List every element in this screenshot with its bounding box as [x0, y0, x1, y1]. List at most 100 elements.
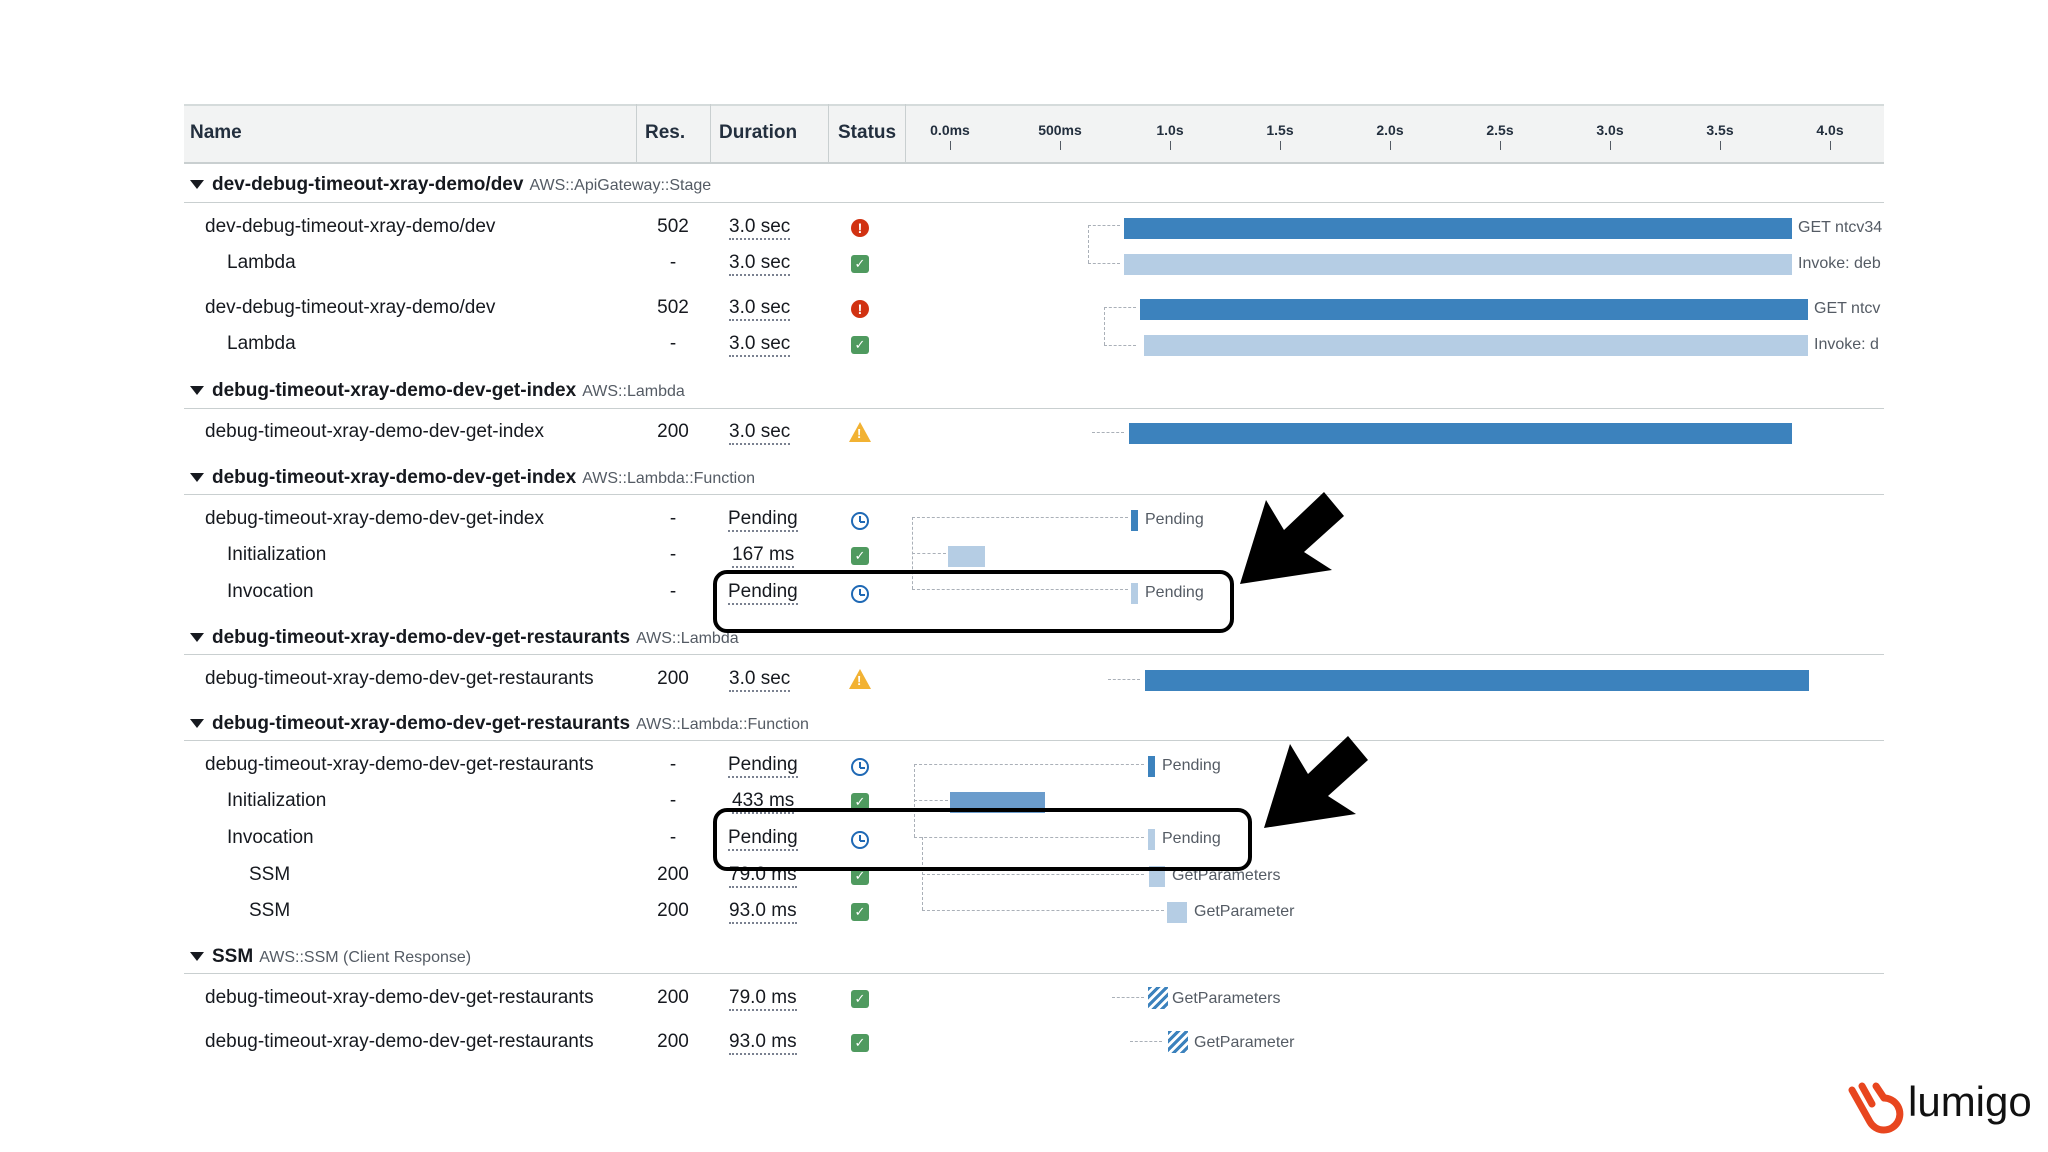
- trace-segment-bar[interactable]: [1148, 756, 1155, 777]
- clock-icon: [851, 758, 869, 776]
- section-separator: [184, 408, 1884, 409]
- section-header[interactable]: debug-timeout-xray-demo-dev-get-index AWS…: [190, 380, 685, 402]
- trace-row-duration[interactable]: 3.0 sec: [729, 421, 791, 445]
- check-icon: ✓: [851, 336, 869, 354]
- trace-row-response-code: -: [669, 544, 677, 565]
- trace-row-name[interactable]: Initialization: [227, 790, 327, 811]
- trace-row-duration[interactable]: Pending: [728, 754, 798, 778]
- trace-row-name[interactable]: Initialization: [227, 544, 327, 565]
- section-header[interactable]: debug-timeout-xray-demo-dev-get-restaura…: [190, 713, 809, 735]
- trace-segment-label: GetParameter: [1194, 903, 1295, 920]
- trace-row-response-code: -: [669, 790, 677, 811]
- trace-segment-bar[interactable]: [1148, 829, 1155, 850]
- collapse-caret-icon[interactable]: [190, 952, 204, 962]
- trace-row-name[interactable]: debug-timeout-xray-demo-dev-get-restaura…: [205, 668, 594, 689]
- check-icon: ✓: [851, 867, 869, 885]
- highlight-box: [713, 808, 1252, 871]
- connector-line: [922, 874, 1144, 875]
- clock-icon: [851, 831, 869, 849]
- section-name: debug-timeout-xray-demo-dev-get-restaura…: [212, 713, 631, 734]
- trace-row-name[interactable]: Invocation: [227, 581, 314, 602]
- timeline-header: [184, 104, 1884, 164]
- connector-line: [922, 910, 1164, 911]
- column-duration-header[interactable]: Duration: [719, 122, 798, 143]
- trace-segment-bar[interactable]: [1129, 423, 1792, 444]
- warning-icon: [849, 422, 871, 442]
- trace-row-duration[interactable]: 93.0 ms: [729, 1031, 797, 1055]
- timeline-tick-mark: [1390, 141, 1391, 150]
- collapse-caret-icon[interactable]: [190, 719, 204, 729]
- timeline-tick-label: 0.0ms: [930, 122, 970, 138]
- trace-row-duration[interactable]: 93.0 ms: [729, 900, 797, 924]
- collapse-caret-icon[interactable]: [190, 386, 204, 396]
- collapse-caret-icon[interactable]: [190, 633, 204, 643]
- client-response-segment[interactable]: [1148, 987, 1168, 1009]
- trace-row-duration[interactable]: 167 ms: [732, 544, 795, 568]
- trace-row-duration[interactable]: 3.0 sec: [729, 297, 791, 321]
- warning-mark: !: [857, 673, 862, 688]
- trace-row-response-code: 200: [657, 987, 689, 1008]
- trace-segment-bar[interactable]: [1124, 218, 1792, 239]
- connector-line: [912, 589, 1128, 590]
- trace-segment-bar[interactable]: [1140, 299, 1808, 320]
- trace-row-response-code: -: [669, 333, 677, 354]
- trace-row-duration[interactable]: Pending: [728, 827, 798, 851]
- section-header[interactable]: debug-timeout-xray-demo-dev-get-restaura…: [190, 627, 739, 649]
- collapse-caret-icon[interactable]: [190, 473, 204, 483]
- section-header[interactable]: debug-timeout-xray-demo-dev-get-index AWS…: [190, 467, 755, 489]
- trace-row-duration[interactable]: 79.0 ms: [729, 987, 797, 1011]
- clock-icon: [851, 585, 869, 603]
- trace-segment-bar[interactable]: [1149, 866, 1165, 887]
- connector-line: [1108, 679, 1140, 680]
- timeline-tick-mark: [1830, 141, 1831, 150]
- trace-row-name[interactable]: Invocation: [227, 827, 314, 848]
- warning-icon: [849, 669, 871, 689]
- trace-row-duration[interactable]: 433 ms: [732, 790, 795, 814]
- section-type: AWS::Lambda::Function: [636, 716, 809, 733]
- connector-line: [1104, 307, 1136, 308]
- pointer-arrow-icon: [1264, 736, 1368, 828]
- trace-row-name[interactable]: SSM: [249, 864, 291, 885]
- trace-segment-bar[interactable]: [1144, 335, 1808, 356]
- trace-row-name[interactable]: SSM: [249, 900, 291, 921]
- trace-row-name[interactable]: debug-timeout-xray-demo-dev-get-restaura…: [205, 987, 594, 1008]
- trace-row-name[interactable]: Lambda: [227, 252, 296, 273]
- section-name: SSM: [212, 946, 254, 967]
- timeline-tick-mark: [1170, 141, 1171, 150]
- trace-segment-bar[interactable]: [1131, 583, 1138, 604]
- header-divider: [636, 104, 637, 162]
- trace-row-name[interactable]: debug-timeout-xray-demo-dev-get-index: [205, 508, 544, 529]
- section-header[interactable]: SSM AWS::SSM (Client Response): [190, 946, 471, 968]
- trace-segment-bar[interactable]: [1131, 510, 1138, 531]
- column-res-header[interactable]: Res.: [645, 122, 686, 143]
- trace-row-response-code: 200: [657, 900, 689, 921]
- timeline-tick-mark: [950, 141, 951, 150]
- trace-row-response-code: 200: [657, 864, 689, 885]
- trace-row-name[interactable]: debug-timeout-xray-demo-dev-get-restaura…: [205, 754, 594, 775]
- trace-row-duration[interactable]: 3.0 sec: [729, 668, 791, 692]
- trace-row-duration[interactable]: Pending: [728, 508, 798, 532]
- trace-row-name[interactable]: dev-debug-timeout-xray-demo/dev: [205, 297, 496, 318]
- collapse-caret-icon[interactable]: [190, 180, 204, 190]
- trace-segment-label: Pending: [1145, 584, 1204, 601]
- trace-row-name[interactable]: Lambda: [227, 333, 296, 354]
- trace-row-duration[interactable]: Pending: [728, 581, 798, 605]
- trace-row-duration[interactable]: 3.0 sec: [729, 333, 791, 357]
- section-header[interactable]: dev-debug-timeout-xray-demo/dev AWS::ApiG…: [190, 174, 711, 196]
- trace-row-duration[interactable]: 3.0 sec: [729, 216, 791, 240]
- trace-segment-bar[interactable]: [1124, 254, 1792, 275]
- column-name-header[interactable]: Name: [190, 122, 242, 143]
- trace-segment-bar[interactable]: [950, 792, 1045, 813]
- trace-segment-bar[interactable]: [948, 546, 985, 567]
- trace-row-name[interactable]: dev-debug-timeout-xray-demo/dev: [205, 216, 496, 237]
- trace-segment-bar[interactable]: [1167, 902, 1187, 923]
- trace-segment-bar[interactable]: [1145, 670, 1809, 691]
- section-name: debug-timeout-xray-demo-dev-get-index: [212, 467, 577, 488]
- client-response-segment[interactable]: [1168, 1031, 1188, 1053]
- trace-row-name[interactable]: debug-timeout-xray-demo-dev-get-index: [205, 421, 544, 442]
- trace-row-name[interactable]: debug-timeout-xray-demo-dev-get-restaura…: [205, 1031, 594, 1052]
- trace-row-duration[interactable]: 3.0 sec: [729, 252, 791, 276]
- connector-line: [1130, 1041, 1162, 1042]
- column-status-header[interactable]: Status: [838, 122, 897, 143]
- timeline-tick-label: 2.0s: [1376, 122, 1404, 138]
